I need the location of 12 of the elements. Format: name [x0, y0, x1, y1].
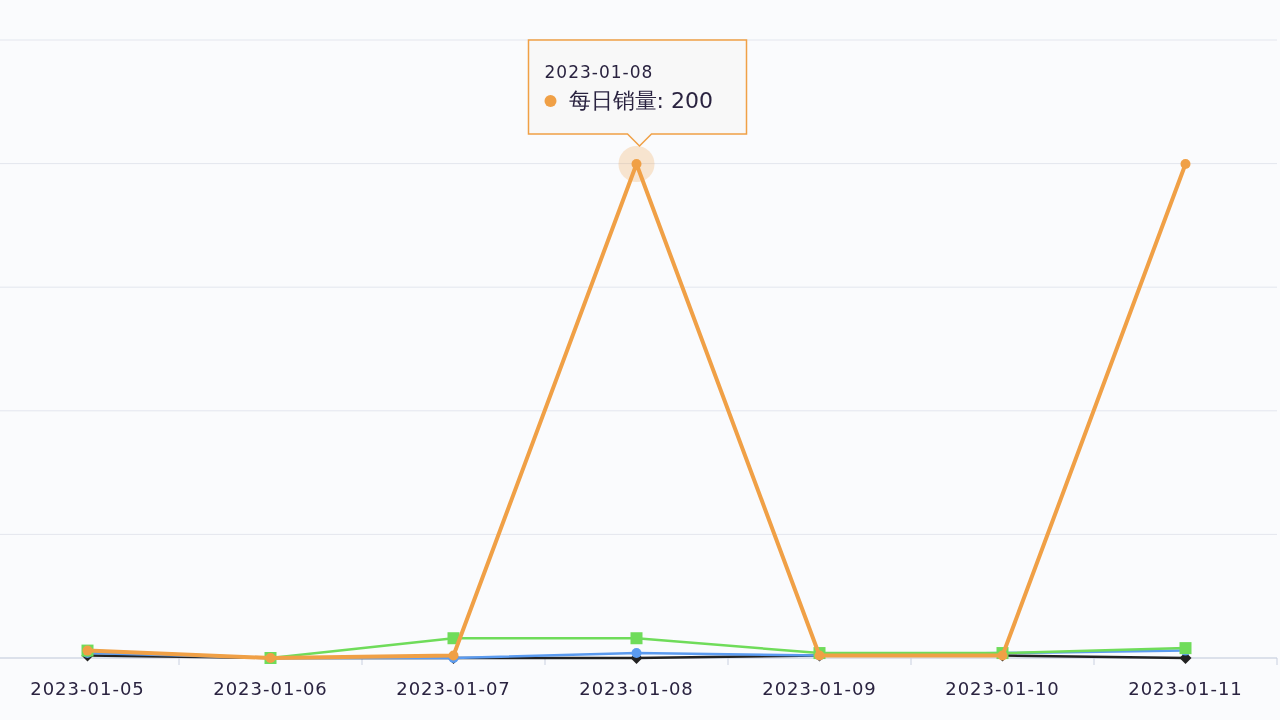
- point: [631, 648, 642, 659]
- text: 2023-01-08: [544, 62, 654, 82]
- x-tick-label: 2023-01-08: [579, 678, 694, 699]
- point: [1180, 159, 1191, 169]
- x-tick-label: 2023-01-06: [213, 678, 328, 699]
- x-tick-label: 2023-01-07: [396, 678, 511, 699]
- x-tick-label: 2023-01-11: [1128, 678, 1243, 699]
- x-tick-label: 2023-01-10: [945, 678, 1060, 699]
- text: 每日销量: 200: [568, 88, 713, 113]
- point: [630, 632, 643, 645]
- x-tick-label: 2023-01-09: [762, 678, 877, 699]
- x-tick-label: 2023-01-05: [30, 678, 145, 699]
